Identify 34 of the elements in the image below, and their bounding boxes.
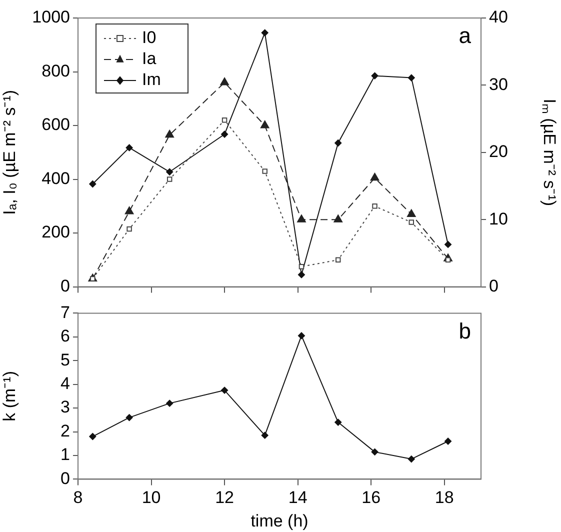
y-tick-label: 600 — [42, 115, 70, 134]
annotation: a — [458, 23, 472, 48]
y2-tick-label: 10 — [489, 209, 508, 228]
x-tick-label: 12 — [215, 488, 234, 508]
legend-label: I0 — [142, 28, 156, 48]
annotation: b — [458, 318, 471, 344]
y-tick-label: 2 — [60, 421, 70, 440]
legend-label: Ia — [142, 49, 157, 68]
y-tick-label: 4 — [60, 374, 70, 394]
y-tick-label: 7 — [60, 302, 70, 322]
y-tick-label: 1 — [60, 445, 70, 464]
y2-tick-label: 30 — [489, 74, 508, 94]
y-tick-label: 0 — [60, 468, 70, 488]
x-tick-label: 10 — [142, 488, 161, 508]
x-tick-label: 16 — [362, 488, 381, 508]
y-tick-label: 1000 — [32, 8, 70, 27]
y-tick-label: 5 — [60, 350, 70, 370]
y-tick-label: 800 — [42, 61, 70, 80]
y-axis-title: k (m⁻¹) — [0, 371, 19, 422]
x-tick-label: 18 — [434, 488, 454, 508]
y2-axis-title: Iₘ (µE m⁻² s⁻¹) — [540, 98, 560, 206]
x-tick-label: 14 — [288, 488, 308, 508]
y-tick-label: 0 — [60, 276, 70, 296]
legend-label: Im — [142, 70, 161, 90]
x-axis-title: time (h) — [250, 511, 308, 530]
x-tick-label: 8 — [73, 488, 83, 508]
y2-tick-label: 0 — [489, 276, 498, 296]
y2-tick-label: 20 — [489, 142, 508, 162]
y2-tick-label: 40 — [489, 8, 508, 27]
y-tick-label: 6 — [60, 326, 70, 346]
y-tick-label: 400 — [42, 168, 70, 188]
y-tick-label: 200 — [42, 222, 70, 242]
y-tick-label: 3 — [60, 398, 70, 417]
y-axis-title: Iₐ, I₀ (µE m⁻² s⁻¹) — [0, 90, 19, 215]
